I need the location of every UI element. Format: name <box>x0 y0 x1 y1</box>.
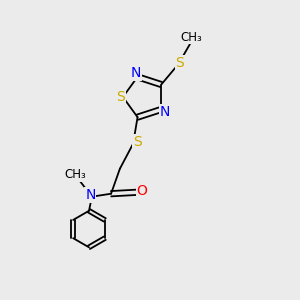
Text: N: N <box>160 105 170 119</box>
Text: CH₃: CH₃ <box>180 31 202 44</box>
Text: S: S <box>116 90 125 104</box>
Text: N: N <box>85 188 96 202</box>
Text: CH₃: CH₃ <box>64 168 86 181</box>
Text: S: S <box>176 56 184 70</box>
Text: N: N <box>131 66 141 80</box>
Text: S: S <box>133 135 142 149</box>
Text: O: O <box>136 184 147 198</box>
